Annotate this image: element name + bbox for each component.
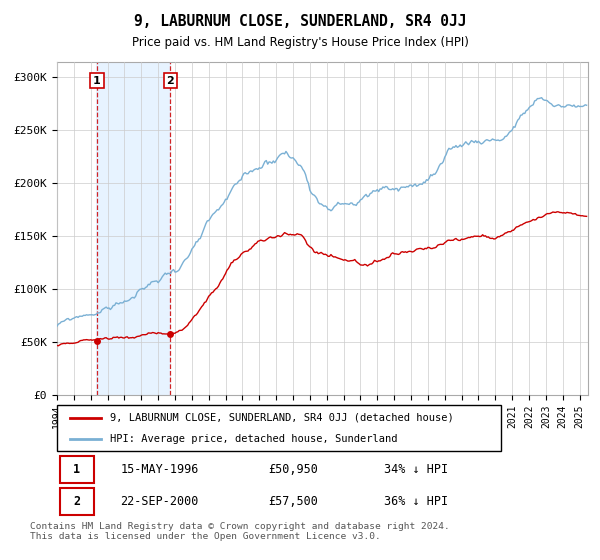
- FancyBboxPatch shape: [59, 488, 94, 515]
- Text: £57,500: £57,500: [268, 496, 318, 508]
- Text: Price paid vs. HM Land Registry's House Price Index (HPI): Price paid vs. HM Land Registry's House …: [131, 36, 469, 49]
- Text: 22-SEP-2000: 22-SEP-2000: [121, 496, 199, 508]
- Text: 2: 2: [73, 496, 80, 508]
- Text: 1: 1: [93, 76, 101, 86]
- Text: 9, LABURNUM CLOSE, SUNDERLAND, SR4 0JJ (detached house): 9, LABURNUM CLOSE, SUNDERLAND, SR4 0JJ (…: [110, 413, 454, 423]
- Bar: [96, 62, 171, 395]
- Text: 15-MAY-1996: 15-MAY-1996: [121, 463, 199, 476]
- Text: Contains HM Land Registry data © Crown copyright and database right 2024.
This d: Contains HM Land Registry data © Crown c…: [30, 522, 450, 542]
- Text: 2: 2: [166, 76, 174, 86]
- Text: 36% ↓ HPI: 36% ↓ HPI: [385, 496, 448, 508]
- Text: 9, LABURNUM CLOSE, SUNDERLAND, SR4 0JJ: 9, LABURNUM CLOSE, SUNDERLAND, SR4 0JJ: [134, 14, 466, 29]
- Text: 1: 1: [73, 463, 80, 476]
- Text: £50,950: £50,950: [268, 463, 318, 476]
- Text: HPI: Average price, detached house, Sunderland: HPI: Average price, detached house, Sund…: [110, 435, 398, 444]
- Text: 34% ↓ HPI: 34% ↓ HPI: [385, 463, 448, 476]
- FancyBboxPatch shape: [59, 456, 94, 483]
